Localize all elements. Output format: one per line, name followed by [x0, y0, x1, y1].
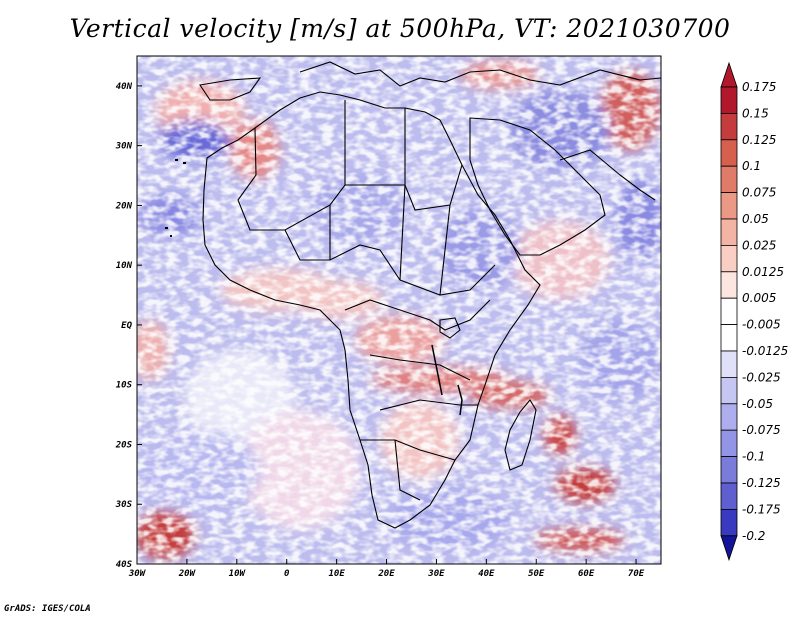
- colorbar-bottom-arrow: [720, 535, 738, 562]
- x-tick-label: 30E: [427, 569, 445, 579]
- cape-verde: [165, 227, 172, 237]
- colorbar-segment: [720, 218, 738, 246]
- colorbar-label: -0.125: [742, 476, 781, 490]
- colorbar-label: 0.125: [742, 133, 776, 147]
- colorbar-segment: [720, 350, 738, 378]
- colorbar-label: 0.05: [742, 212, 769, 226]
- colorbar-label: -0.005: [742, 318, 781, 332]
- lake-tanganyika: [431, 344, 443, 396]
- colorbar-segment: [720, 508, 738, 537]
- colorbar-label: -0.175: [742, 502, 781, 516]
- colorbar-segment: [720, 244, 738, 273]
- y-tick-label: 40N: [116, 82, 133, 92]
- interior-border-6: [360, 439, 456, 501]
- colorbar-label: -0.1: [742, 450, 765, 464]
- x-axis: 30W 20W 10W 0 10E 20E 30E 40E 50E 60E 70E: [128, 559, 645, 579]
- x-tick-label: 10W: [229, 569, 247, 579]
- vertical-velocity-field: [137, 56, 661, 564]
- colorbar: 0.175 0.15 0.125 0.1 0.075 0.05 0.025 0.0125 0.0…: [720, 61, 788, 562]
- colorbar-label: -0.05: [742, 397, 773, 411]
- x-tick-label: 20W: [178, 569, 197, 579]
- colorbar-segment: [720, 192, 738, 220]
- x-tick-label: 40E: [478, 569, 495, 579]
- y-tick-label: 40S: [116, 560, 133, 570]
- colorbar-label: 0.025: [742, 238, 776, 252]
- y-tick-label: 20S: [115, 440, 133, 450]
- interior-border-3: [329, 100, 451, 296]
- colorbar-segment: [720, 113, 738, 141]
- y-tick-label: 20N: [115, 201, 133, 211]
- colorbar-segment: [720, 271, 738, 299]
- grads-credit: GrADS: IGES/COLA: [4, 604, 91, 614]
- x-tick-label: 30W: [128, 569, 147, 579]
- colorbar-segment: [720, 482, 738, 510]
- arabian-peninsula: [469, 117, 606, 256]
- colorbar-label: 0.175: [742, 80, 776, 94]
- interior-border-5: [369, 354, 478, 411]
- colorbar-segment: [720, 86, 738, 114]
- colorbar-label: 0.075: [742, 186, 776, 200]
- y-tick-label: 10N: [116, 261, 133, 271]
- colorbar-segment: [720, 376, 738, 405]
- y-tick-label: EQ: [121, 321, 132, 331]
- iberia-coast: [199, 77, 262, 101]
- colorbar-label: 0.1: [742, 159, 761, 173]
- y-tick-label: 30N: [115, 142, 133, 152]
- mediterranean-north: [299, 61, 662, 87]
- x-tick-label: 60E: [578, 569, 595, 579]
- colorbar-label: 0.005: [742, 291, 776, 305]
- y-tick-label: 30S: [115, 500, 133, 510]
- interior-border-4: [344, 299, 491, 331]
- colorbar-label: -0.075: [742, 423, 781, 437]
- country-borders: [165, 61, 662, 529]
- colorbar-segment: [720, 429, 738, 458]
- colorbar-label: -0.025: [742, 370, 781, 384]
- persian-gulf: [559, 149, 656, 201]
- colorbar-segment: [720, 403, 738, 431]
- madagascar-coastline: [504, 399, 537, 471]
- x-tick-label: 70E: [628, 569, 645, 579]
- colorbar-segment: [720, 456, 738, 484]
- x-tick-label: 10E: [328, 569, 345, 579]
- y-axis: 40N 30N 20N 10N EQ 10S 20S 30S 40S: [115, 82, 142, 570]
- colorbar-segment: [720, 324, 738, 352]
- colorbar-top-arrow: [720, 61, 738, 88]
- x-tick-label: 0: [284, 569, 290, 579]
- colorbar-label: 0.15: [742, 106, 769, 120]
- colorbar-segment: [720, 139, 738, 167]
- x-tick-label: 20E: [377, 569, 395, 579]
- interior-border-2: [284, 229, 496, 296]
- map-title: Vertical velocity [m/s] at 500hPa, VT: 2…: [69, 14, 731, 43]
- colorbar-label: -0.2: [742, 529, 765, 543]
- canary-islands: [175, 159, 186, 164]
- colorbar-segment: [720, 165, 738, 193]
- colorbar-label: 0.0125: [742, 265, 784, 279]
- x-tick-label: 50E: [528, 569, 545, 579]
- plot-frame: [136, 55, 662, 565]
- lake-malawi: [457, 384, 463, 416]
- lake-victoria: [439, 317, 461, 339]
- colorbar-segment: [720, 297, 738, 326]
- colorbar-label: -0.0125: [742, 344, 788, 358]
- y-tick-label: 10S: [116, 381, 133, 391]
